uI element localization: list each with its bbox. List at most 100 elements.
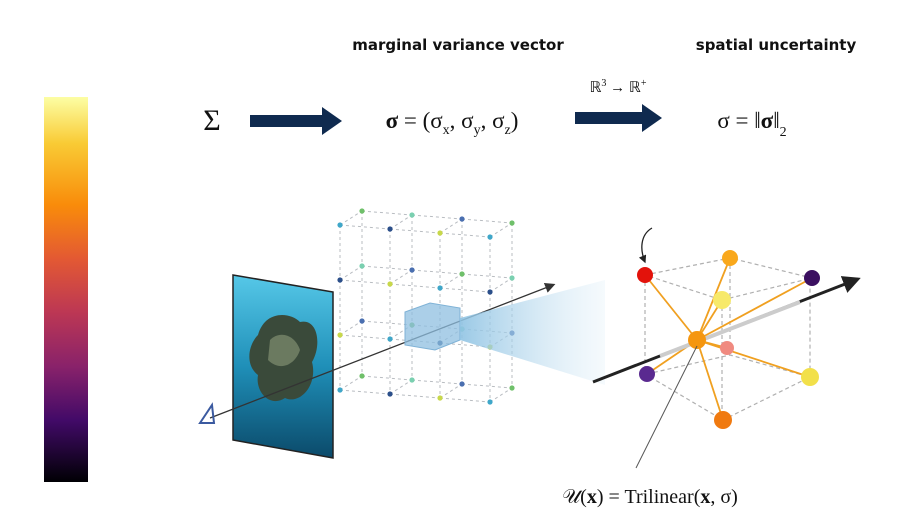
lattice-edge <box>339 389 391 395</box>
lattice-node <box>487 399 493 405</box>
lattice-edge <box>389 393 441 399</box>
lattice-node <box>437 230 443 236</box>
lattice-node <box>387 226 393 232</box>
formula-part: 3 <box>601 78 606 89</box>
formula-part: 𝒰( <box>562 486 587 508</box>
query-point <box>688 331 706 349</box>
lattice-node <box>487 234 493 240</box>
lattice-node <box>409 212 415 218</box>
lattice-edge <box>489 387 513 403</box>
lattice-edge <box>361 210 413 216</box>
voxel <box>404 302 461 351</box>
lattice-edge <box>339 210 363 226</box>
formula-part: , σ <box>450 108 475 133</box>
zoomed-cell <box>592 227 861 469</box>
lattice-node <box>337 277 343 283</box>
lattice-node <box>359 208 365 214</box>
vertex <box>801 368 819 386</box>
ray-segment <box>659 300 801 358</box>
lattice-edge <box>411 214 463 220</box>
lattice-edge <box>439 383 463 399</box>
covariance-symbol: Σ <box>203 104 220 137</box>
interp-line <box>696 339 811 378</box>
formula-part: ‖ <box>773 108 779 133</box>
lattice-edge <box>461 383 513 389</box>
lattice-node <box>409 377 415 383</box>
lattice-edge <box>361 265 413 271</box>
lattice-node <box>359 318 365 324</box>
interp-line <box>696 339 724 421</box>
formula-part: x <box>587 486 597 508</box>
lattice-node <box>509 275 515 281</box>
lattice-node <box>459 381 465 387</box>
pointer-arrow <box>638 227 653 264</box>
lattice-edge <box>439 397 491 403</box>
lattice-node <box>359 373 365 379</box>
vertex <box>804 270 820 286</box>
lattice-node <box>387 391 393 397</box>
formula-part: = (σ <box>398 108 443 133</box>
lattice-edge <box>339 224 391 230</box>
camera <box>198 402 216 424</box>
lattice-node <box>337 387 343 393</box>
lattice-edge <box>389 214 413 230</box>
formula-part: x <box>443 123 450 138</box>
lattice-edge <box>339 265 363 281</box>
vertex <box>639 366 655 382</box>
lattice-edge <box>339 320 363 336</box>
coral-detail <box>268 334 300 367</box>
lattice-edge <box>439 287 491 293</box>
norm-formula: σ = ‖σ‖2 <box>717 108 786 140</box>
lattice-edge <box>489 277 513 293</box>
heading: marginal variance vector <box>352 36 564 54</box>
lattice-node <box>337 332 343 338</box>
formula-part: σ <box>761 108 774 133</box>
trilinear-formula: 𝒰(x) = Trilinear(x, σ) <box>562 486 738 508</box>
lattice-edge <box>389 324 413 340</box>
lattice-edge <box>439 273 463 289</box>
sigma-vector: σ = (σx, σy, σz) <box>386 108 519 138</box>
lattice-node <box>387 281 393 287</box>
formula-part: z <box>504 123 510 138</box>
vertex <box>714 411 732 429</box>
pointer-line <box>635 345 698 469</box>
formula-part: σ <box>386 108 399 133</box>
lattice-edge <box>389 228 441 234</box>
formula-part: ℝ <box>590 80 602 96</box>
lattice-edge <box>389 379 413 395</box>
interp-line <box>644 274 698 341</box>
zoom-cone <box>460 280 605 385</box>
formula-part: ) = Trilinear( <box>597 486 701 508</box>
lattice-node <box>359 263 365 269</box>
formula-part: 2 <box>780 125 787 140</box>
lattice-edge <box>461 218 513 224</box>
lattice-node <box>409 267 415 273</box>
formula-part: σ = ‖ <box>717 108 760 133</box>
lattice-edge <box>461 273 513 279</box>
formula-part: x <box>700 486 710 508</box>
formula-part: + <box>641 78 647 89</box>
interp-line <box>696 277 813 341</box>
arrow <box>575 104 662 132</box>
vertex <box>722 250 738 266</box>
lattice-edge <box>339 375 363 391</box>
lattice-node <box>459 271 465 277</box>
mapping: ℝ3 → ℝ+ <box>590 78 647 96</box>
vertex <box>713 291 731 309</box>
lattice-node <box>387 336 393 342</box>
lattice-node <box>509 385 515 391</box>
arrow <box>250 107 342 135</box>
sample <box>720 341 734 355</box>
formula-part: , σ <box>481 108 506 133</box>
lattice-node <box>337 222 343 228</box>
ray <box>209 282 556 419</box>
lattice-edge <box>411 379 463 385</box>
lattice-node <box>437 395 443 401</box>
interp-lines <box>644 257 813 421</box>
lattice-edge <box>361 320 413 326</box>
formula-part: , σ) <box>710 486 737 508</box>
heading: spatial uncertainty <box>696 36 857 54</box>
lattice-edge <box>439 232 491 238</box>
lattice-node <box>437 285 443 291</box>
